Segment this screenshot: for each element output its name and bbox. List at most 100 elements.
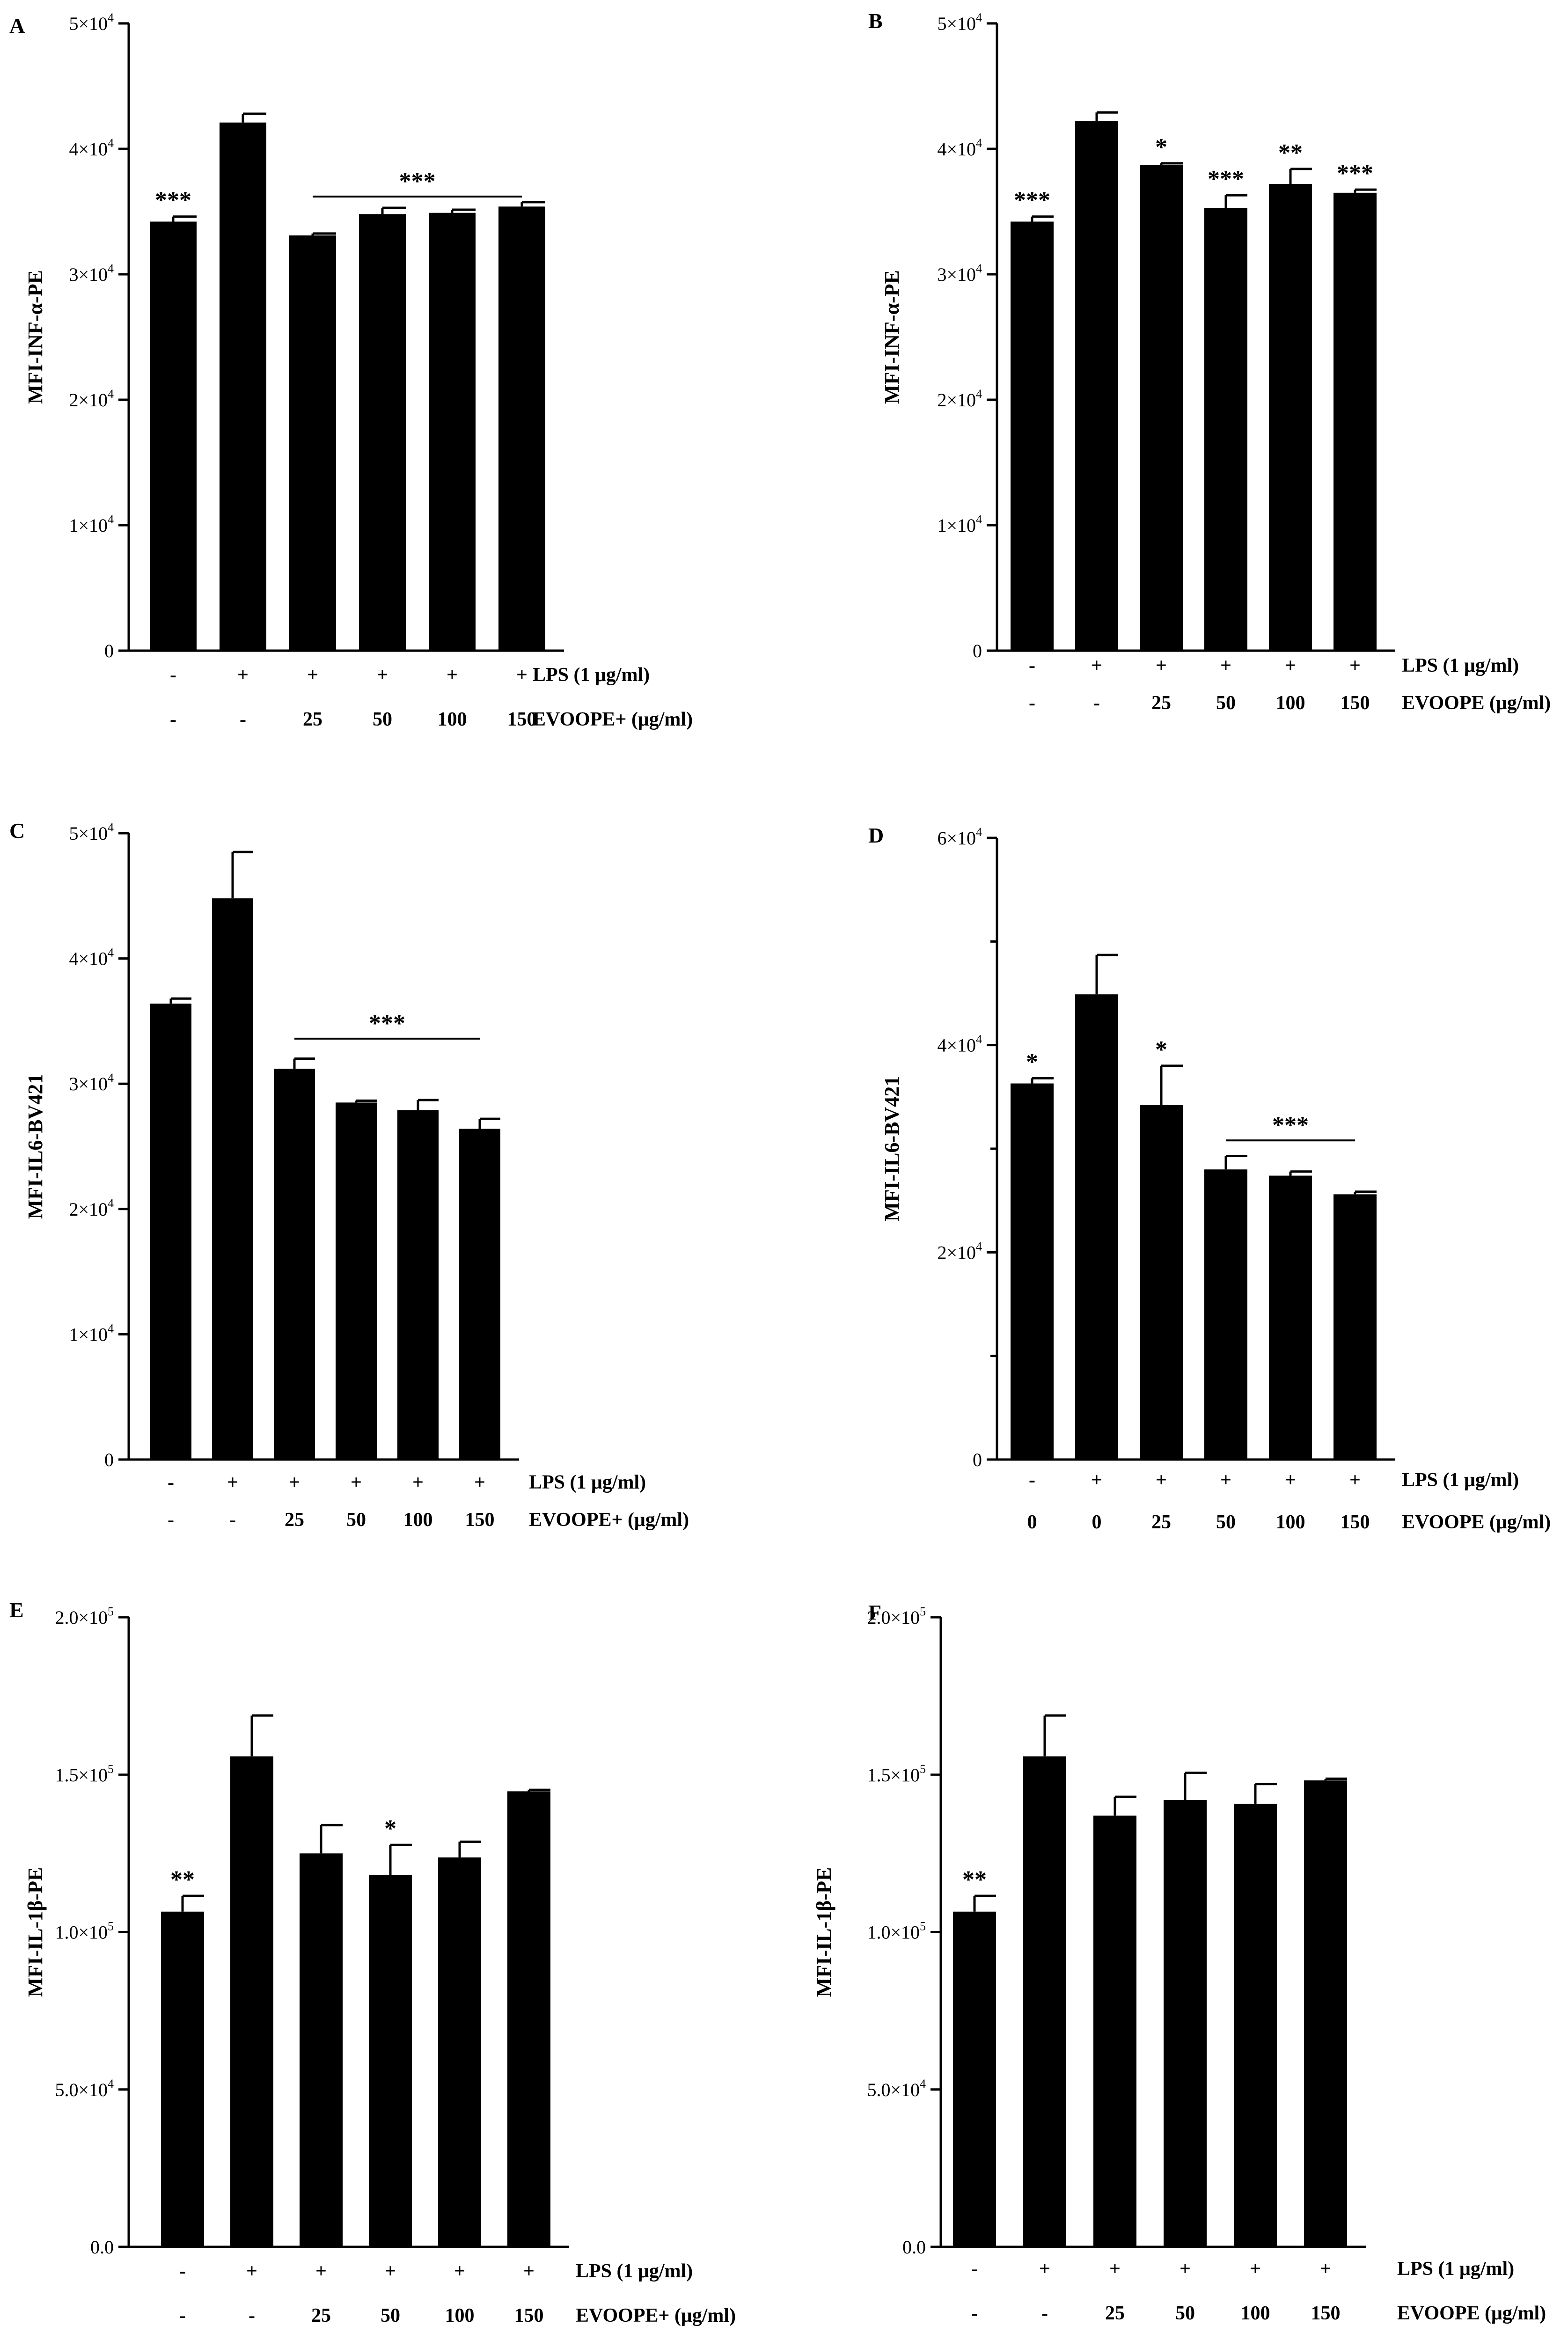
bar — [429, 213, 476, 651]
treatment-value: + — [351, 1472, 362, 1493]
treatment-value: - — [170, 664, 176, 686]
treatment-row-label: EVOOPE+ (μg/ml) — [576, 2305, 736, 2326]
y-tick-label: 0 — [973, 640, 982, 661]
treatment-value: - — [249, 2305, 255, 2326]
significance-marker: *** — [1014, 187, 1050, 214]
treatment-value: - — [1029, 655, 1035, 676]
y-axis-title: MFI-IL-1β-PE — [24, 1867, 47, 1997]
y-tick-label: 1×104 — [69, 1321, 114, 1345]
significance-marker: *** — [1208, 166, 1244, 192]
treatment-value: 0 — [1092, 1511, 1102, 1533]
treatment-value: 25 — [311, 2305, 331, 2326]
panel-label: C — [9, 819, 25, 843]
y-axis-title: MFI-INF-α-PE — [24, 270, 47, 404]
treatment-value: + — [1039, 2258, 1050, 2280]
treatment-value: 150 — [507, 709, 537, 730]
treatment-value: + — [227, 1472, 238, 1493]
y-tick-label: 5×104 — [69, 11, 114, 34]
bar — [1075, 121, 1118, 651]
treatment-value: 50 — [373, 709, 392, 730]
panel-label: F — [868, 1600, 881, 1624]
bar — [150, 221, 197, 651]
treatment-value: 100 — [1276, 692, 1305, 714]
treatment-value: 100 — [1241, 2303, 1270, 2324]
bar — [1140, 1105, 1183, 1460]
panel-f: F 0.0 5.0×104 1.0×105 1.5×105 2.0×105 MFI-IL-1… — [813, 1600, 1546, 2324]
treatment-row-label: EVOOPE (μg/ml) — [1402, 1511, 1551, 1533]
treatment-value: - — [1029, 692, 1035, 714]
treatment-value: 25 — [1151, 692, 1171, 714]
significance-marker: * — [384, 1815, 396, 1842]
bar — [230, 1756, 273, 2247]
bar — [150, 1003, 191, 1460]
treatment-value: + — [516, 664, 528, 686]
treatment-value: + — [377, 664, 388, 686]
treatment-value: - — [971, 2258, 978, 2280]
bar — [369, 1875, 412, 2247]
treatment-value: + — [1109, 2258, 1121, 2280]
bar — [1011, 1083, 1054, 1460]
treatment-value: + — [1180, 2258, 1191, 2280]
treatment-value: 100 — [1276, 1511, 1305, 1533]
y-tick-label: 5×104 — [69, 821, 114, 844]
y-tick-label: 5.0×104 — [867, 2077, 926, 2100]
y-tick-label: 3×104 — [69, 1071, 114, 1094]
bar — [1234, 1804, 1277, 2247]
y-tick-label: 4×104 — [69, 136, 114, 160]
treatment-value: 150 — [1311, 2303, 1341, 2324]
significance-bracket-label: *** — [369, 1010, 405, 1037]
treatment-value: + — [315, 2260, 327, 2282]
treatment-row-label: EVOOPE (μg/ml) — [1402, 692, 1551, 714]
bar — [1334, 192, 1377, 651]
bar — [397, 1110, 439, 1460]
bar — [161, 1911, 204, 2247]
y-tick-label: 0 — [104, 1449, 114, 1470]
treatment-value: 25 — [1105, 2303, 1125, 2324]
treatment-value: 25 — [1151, 1511, 1171, 1533]
panel-c: C 0 1×104 2×104 3×104 4×104 5×104 MFI-IL6-BV421… — [9, 819, 689, 1531]
treatment-value: + — [1091, 655, 1102, 676]
treatment-value: + — [385, 2260, 396, 2282]
bar — [1204, 207, 1247, 651]
treatment-value: 150 — [514, 2305, 544, 2326]
significance-marker: * — [1155, 1036, 1167, 1063]
y-tick-label: 1.5×105 — [55, 1762, 114, 1785]
treatment-value: 0 — [1027, 1511, 1037, 1533]
panel-label: B — [868, 9, 883, 33]
bar — [1269, 184, 1312, 651]
y-tick-label: 0.0 — [90, 2237, 114, 2258]
bar — [1164, 1800, 1207, 2247]
bar — [1023, 1756, 1066, 2247]
y-axis-title: MFI-IL6-BV421 — [24, 1074, 47, 1219]
significance-marker: ** — [170, 1866, 195, 1893]
bar — [1093, 1815, 1136, 2247]
y-tick-label: 5×104 — [937, 11, 982, 34]
treatment-row-label: EVOOPE (μg/ml) — [1397, 2303, 1546, 2324]
treatment-value: + — [474, 1472, 485, 1493]
treatment-value: - — [1041, 2303, 1048, 2324]
significance-marker: *** — [155, 187, 191, 214]
treatment-value: + — [246, 2260, 257, 2282]
y-tick-label: 2×104 — [937, 387, 982, 411]
treatment-value: 25 — [303, 709, 322, 730]
y-axis-title: MFI-IL-1β-PE — [813, 1867, 835, 1997]
y-tick-label: 2×104 — [69, 1196, 114, 1220]
panel-label: A — [9, 14, 25, 37]
bar — [212, 898, 253, 1460]
treatment-value: + — [1349, 1469, 1361, 1491]
treatment-row-label: LPS (1 μg/ml) — [529, 1472, 646, 1493]
y-tick-label: 2.0×105 — [55, 1605, 114, 1628]
treatment-value: + — [237, 664, 249, 686]
y-tick-label: 0 — [104, 640, 114, 661]
significance-marker: * — [1026, 1049, 1038, 1075]
bar — [220, 122, 266, 651]
bar — [336, 1102, 377, 1460]
treatment-value: + — [523, 2260, 535, 2282]
y-tick-label: 1.0×105 — [867, 1920, 926, 1943]
y-tick-label: 4×104 — [937, 136, 982, 160]
treatment-row-label: EVOOPE+ (μg/ml) — [529, 1509, 689, 1531]
bar — [359, 214, 406, 651]
treatment-value: + — [1285, 655, 1296, 676]
